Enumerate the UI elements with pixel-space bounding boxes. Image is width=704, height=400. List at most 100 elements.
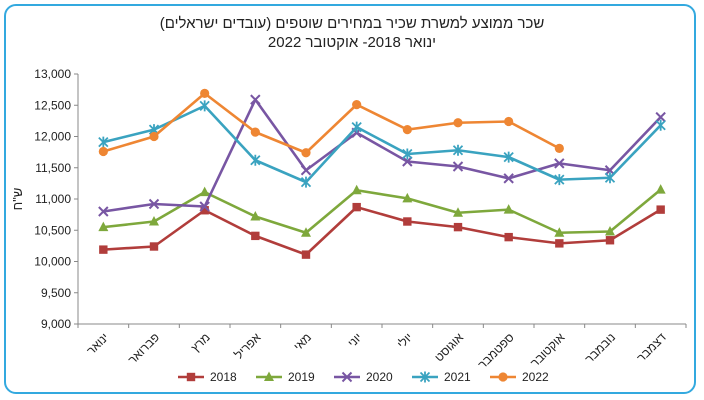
data-point-2018 bbox=[301, 250, 311, 259]
data-point-2021 bbox=[199, 100, 210, 112]
y-tick-label: 9,000 bbox=[41, 317, 71, 331]
data-point-2019 bbox=[503, 204, 514, 214]
x-category-label: מרץ bbox=[188, 330, 213, 355]
data-point-2022 bbox=[504, 116, 514, 127]
x-category-label: נובמבר bbox=[582, 330, 618, 366]
x-category-label: יוני bbox=[345, 330, 365, 350]
data-point-2020 bbox=[503, 173, 514, 184]
y-tick-label: 13,000 bbox=[34, 67, 71, 81]
data-point-2020 bbox=[300, 165, 312, 176]
data-point-2020 bbox=[250, 94, 261, 105]
data-point-2019 bbox=[250, 211, 261, 221]
y-tick-label: 11,500 bbox=[35, 161, 71, 175]
data-point-2020 bbox=[655, 111, 666, 123]
data-point-2020 bbox=[452, 161, 464, 172]
x-category-label: אפריל bbox=[232, 330, 264, 362]
data-point-2022 bbox=[352, 100, 362, 110]
data-point-2019 bbox=[301, 227, 311, 237]
series-2018 bbox=[99, 202, 665, 259]
legend-label: 2021 bbox=[444, 370, 471, 384]
data-point-2022 bbox=[554, 143, 564, 153]
series-line-2021 bbox=[103, 104, 662, 184]
series-2022 bbox=[98, 88, 564, 158]
data-point-2021 bbox=[402, 148, 413, 160]
series-line-2019 bbox=[103, 188, 662, 235]
y-tick-label: 10,000 bbox=[34, 255, 71, 269]
data-point-2021 bbox=[604, 172, 616, 184]
legend-label: 2020 bbox=[366, 370, 393, 384]
data-point-2022 bbox=[453, 118, 463, 128]
data-point-2021 bbox=[452, 144, 464, 156]
data-point-2022 bbox=[200, 88, 210, 98]
legend-label: 2018 bbox=[210, 370, 237, 384]
data-point-2020 bbox=[199, 201, 210, 212]
legend-label: 2019 bbox=[288, 370, 315, 384]
series-2019 bbox=[98, 184, 666, 237]
data-point-2018 bbox=[149, 242, 159, 251]
data-point-2019 bbox=[199, 186, 210, 197]
data-point-2019 bbox=[149, 216, 159, 226]
data-point-2019 bbox=[402, 192, 413, 203]
data-point-2018 bbox=[555, 239, 564, 248]
data-point-2020 bbox=[98, 206, 109, 217]
x-category-label: יולי bbox=[394, 330, 415, 351]
x-category-label: פברואר bbox=[125, 330, 162, 367]
legend-marker bbox=[419, 371, 431, 383]
y-tick-label: 12,500 bbox=[34, 98, 71, 112]
y-tick-label: 12,000 bbox=[34, 130, 71, 144]
legend-marker bbox=[498, 372, 508, 382]
legend-label: 2022 bbox=[522, 370, 549, 384]
x-category-label: מאי bbox=[291, 330, 314, 353]
data-point-2018 bbox=[656, 205, 665, 214]
x-category-label: דצמבר bbox=[634, 330, 669, 365]
y-tick-label: 11,000 bbox=[35, 192, 71, 206]
data-point-2019 bbox=[554, 227, 565, 237]
data-point-2022 bbox=[149, 131, 159, 142]
legend-item-2020: 2020 bbox=[334, 370, 393, 384]
data-point-2020 bbox=[148, 198, 160, 210]
legend-marker bbox=[341, 371, 353, 383]
series-2020 bbox=[98, 94, 666, 217]
data-point-2018 bbox=[605, 236, 615, 245]
data-point-2021 bbox=[250, 154, 261, 166]
legend-item-2021: 2021 bbox=[412, 370, 471, 384]
data-point-2019 bbox=[98, 221, 109, 232]
legend-item-2022: 2022 bbox=[490, 370, 549, 384]
data-point-2021 bbox=[351, 121, 362, 133]
data-point-2021 bbox=[655, 119, 666, 131]
chart-title-line2: ינואר 2018- אוקטובר 2022 bbox=[267, 34, 437, 51]
series-2021 bbox=[98, 100, 666, 188]
y-tick-label: 10,500 bbox=[34, 223, 71, 237]
legend-marker bbox=[264, 371, 274, 381]
series-line-2018 bbox=[103, 205, 662, 256]
legend-item-2019: 2019 bbox=[256, 370, 315, 384]
legend-marker bbox=[186, 372, 196, 382]
data-point-2019 bbox=[351, 184, 362, 195]
data-point-2018 bbox=[352, 202, 361, 212]
chart-title: שכר ממוצע למשרת שכיר במחירים שוטפים (עוב… bbox=[0, 14, 704, 52]
series-line-2020 bbox=[103, 98, 662, 213]
series-line-2022 bbox=[102, 92, 560, 155]
data-point-2018 bbox=[403, 217, 412, 226]
data-point-2018 bbox=[99, 245, 108, 254]
data-point-2019 bbox=[655, 184, 666, 194]
chart-title-line1: שכר ממוצע למשרת שכיר במחירים שוטפים (עוב… bbox=[159, 15, 545, 32]
chart-frame bbox=[4, 4, 696, 394]
x-category-label: ספטמבר bbox=[475, 330, 517, 372]
data-point-2019 bbox=[453, 207, 463, 217]
data-point-2019 bbox=[605, 226, 615, 236]
y-tick-label: 9,500 bbox=[41, 286, 71, 300]
data-point-2021 bbox=[300, 176, 312, 188]
data-point-2018 bbox=[504, 232, 513, 242]
x-category-label: ינואר bbox=[84, 330, 111, 357]
x-category-label: אוגוסט bbox=[432, 330, 467, 365]
data-point-2018 bbox=[200, 206, 209, 215]
data-point-2022 bbox=[98, 146, 108, 157]
data-point-2020 bbox=[554, 158, 565, 169]
legend-item-2018: 2018 bbox=[178, 370, 237, 384]
data-point-2022 bbox=[301, 148, 311, 158]
data-point-2021 bbox=[98, 136, 109, 148]
x-category-label: אוקטובר bbox=[528, 330, 568, 370]
y-axis-label: ש"ח bbox=[10, 188, 25, 211]
